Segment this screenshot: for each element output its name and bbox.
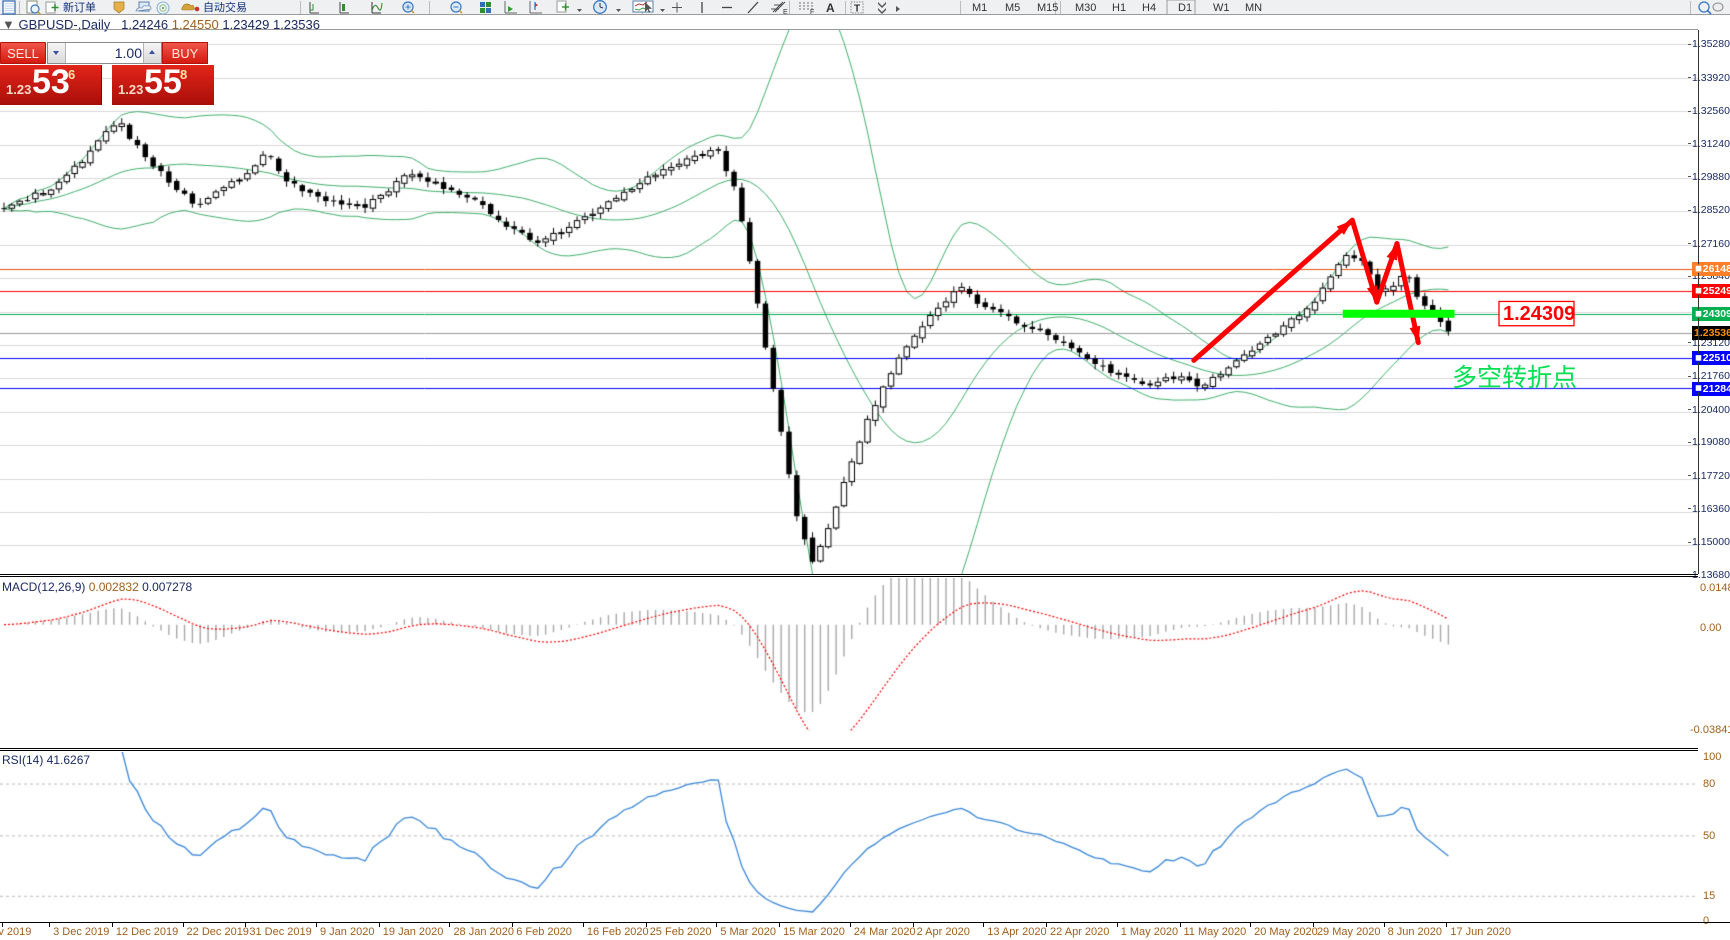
svg-text:A: A [826,1,835,15]
svg-text:E: E [783,9,788,15]
svg-text:H4: H4 [1142,2,1156,14]
svg-text:W1: W1 [1213,2,1230,14]
svg-text:H1: H1 [1112,2,1126,14]
svg-text:T: T [854,4,860,15]
svg-text:M1: M1 [972,2,987,14]
svg-text:M15: M15 [1037,2,1058,14]
svg-text:MN: MN [1245,2,1262,14]
svg-text:D1: D1 [1178,2,1192,14]
svg-text:F: F [810,9,814,15]
svg-text:M5: M5 [1005,2,1020,14]
svg-text:M30: M30 [1075,2,1096,14]
